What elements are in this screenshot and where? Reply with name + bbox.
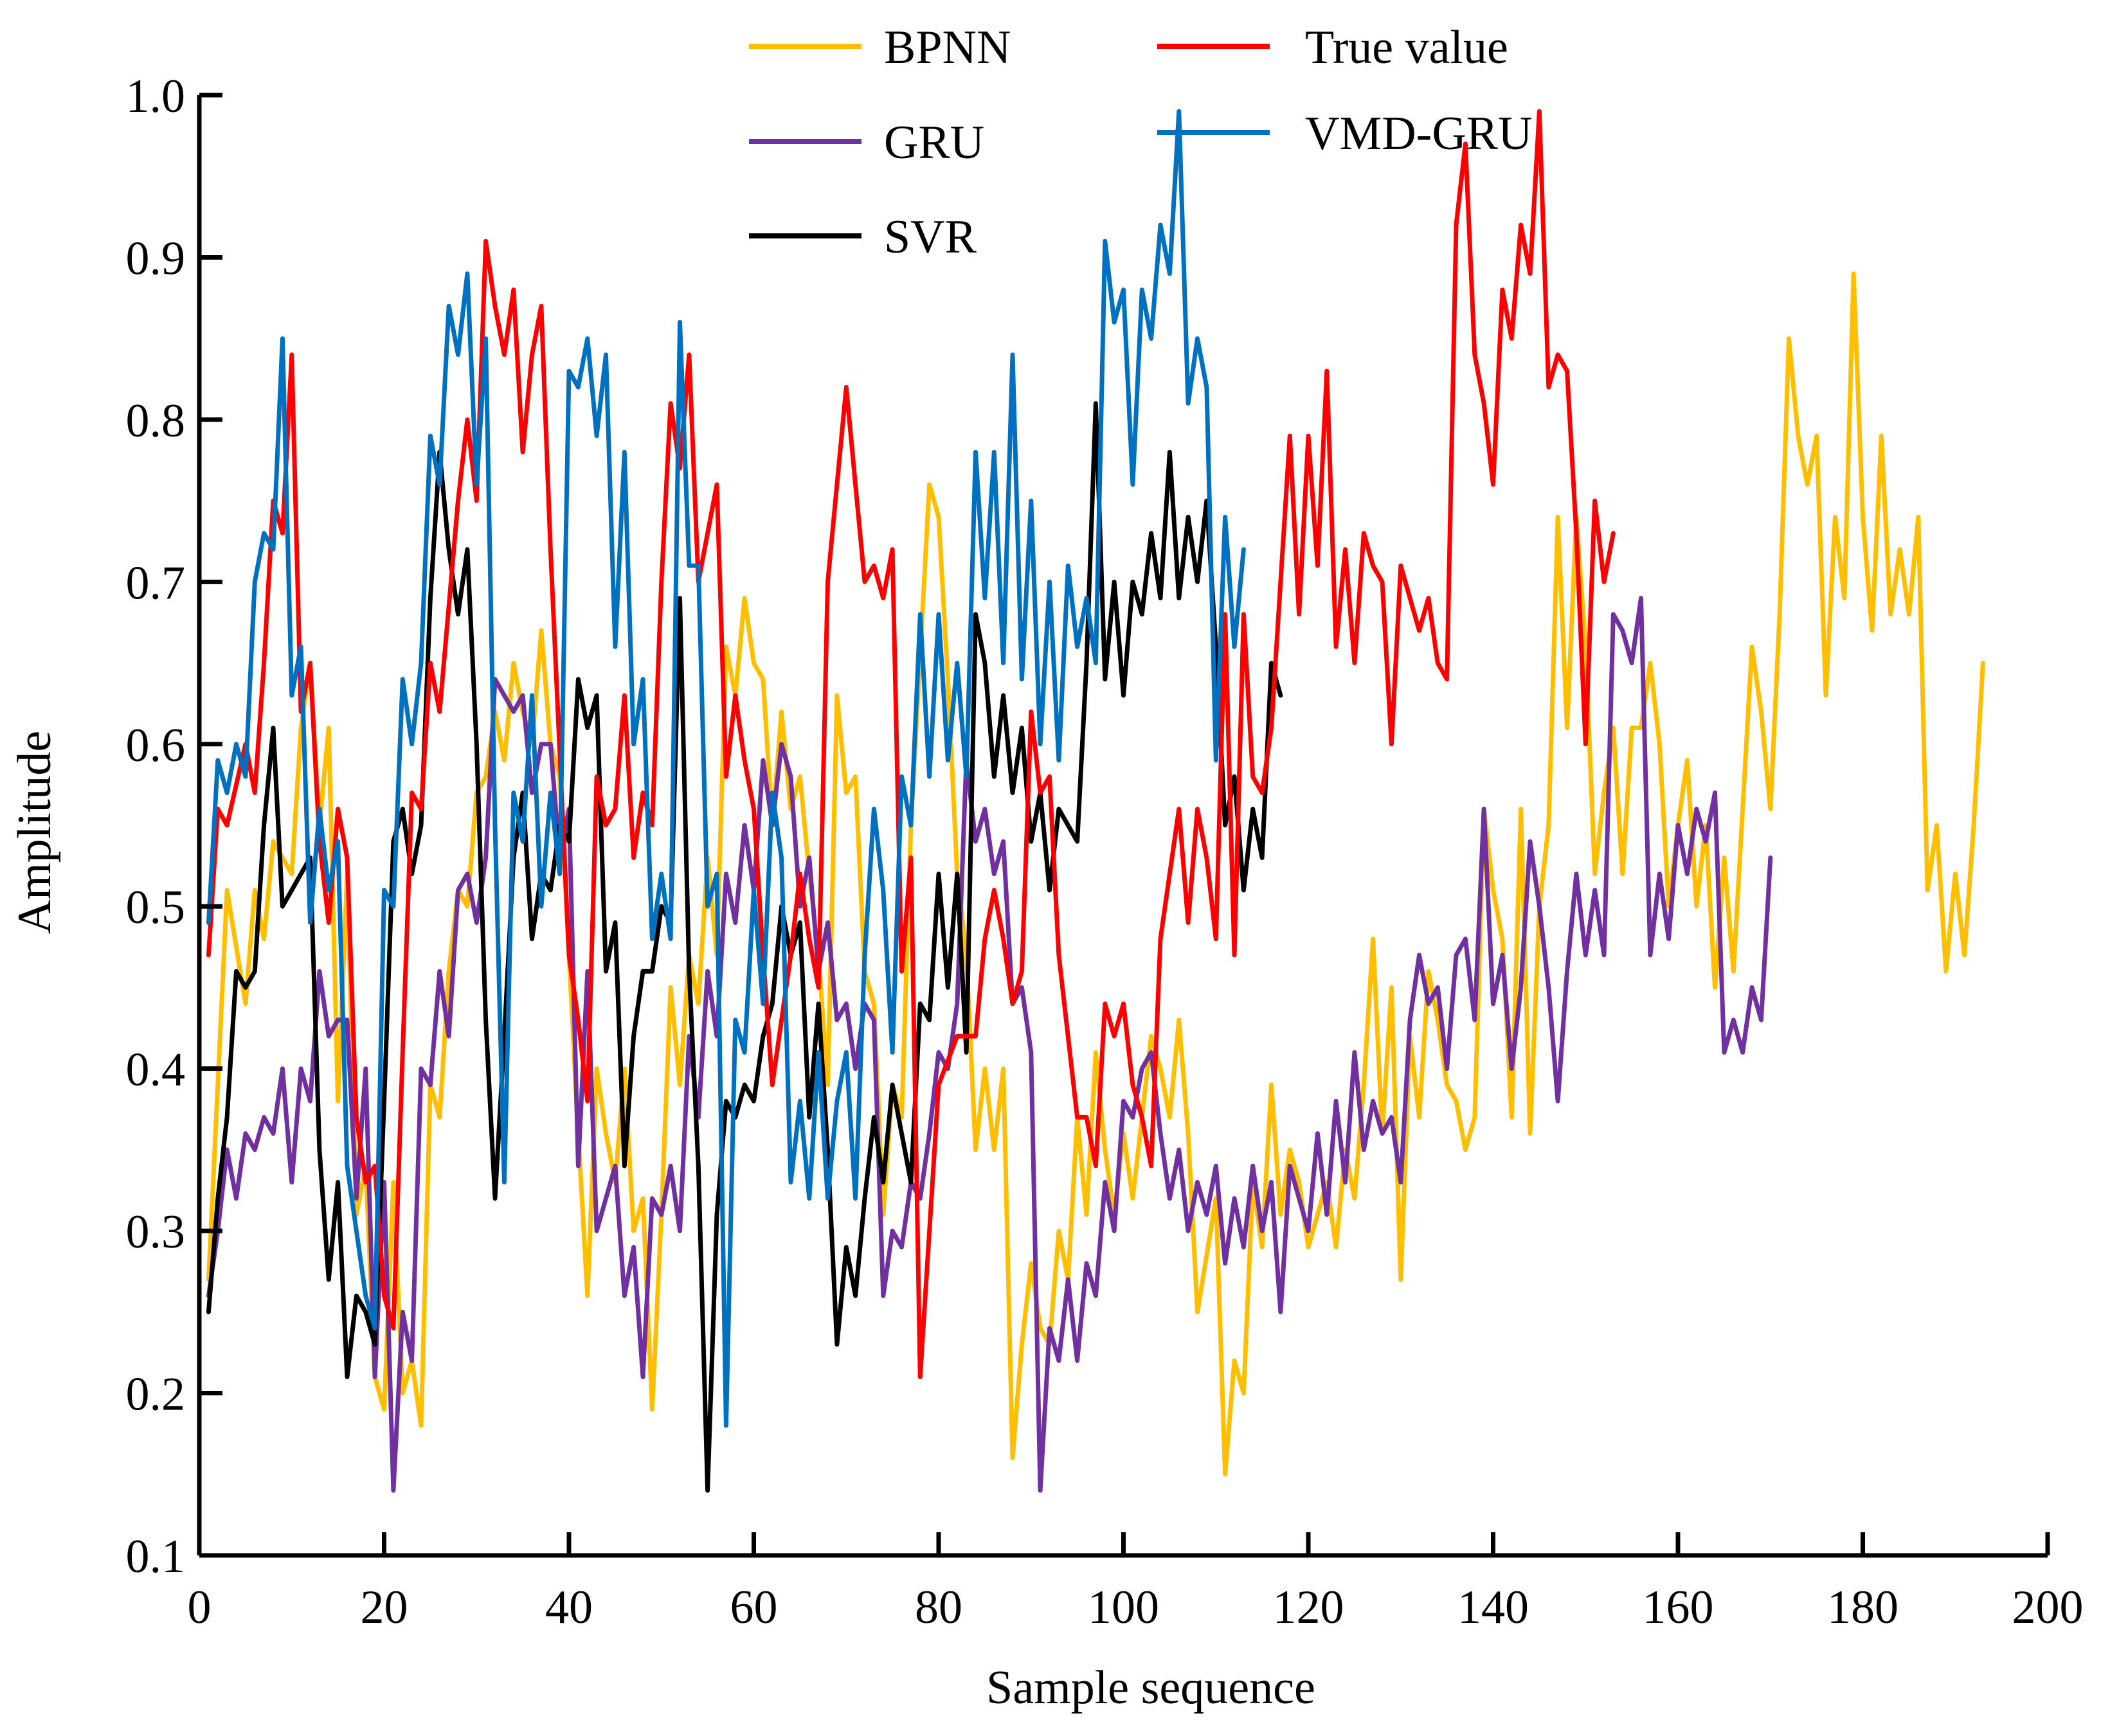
legend-label: VMD-GRU — [1305, 107, 1533, 160]
x-ticks: 0 20 40 60 80 100 120 140 160 180 200 — [188, 1532, 2084, 1634]
x-tick-label: 140 — [1457, 1581, 1529, 1634]
y-tick-label: 0.2 — [126, 1368, 186, 1421]
y-tick-label: 0.4 — [126, 1044, 186, 1096]
x-tick-label: 200 — [2012, 1581, 2084, 1634]
y-tick-label: 0.9 — [126, 232, 186, 285]
legend-label: SVR — [884, 211, 977, 264]
legend-label: True value — [1305, 21, 1508, 74]
axes: 0 20 40 60 80 100 120 140 160 180 200 0.1 0.2 0.3 0.4… — [126, 70, 2084, 1634]
legend-label: GRU — [884, 116, 984, 169]
series-line-vmd-gru — [206, 109, 1246, 1428]
legend-item: VMD-GRU — [1157, 107, 1533, 160]
series-layer — [206, 109, 1985, 1493]
y-tick-label: 0.6 — [126, 719, 186, 772]
y-tick-label: 0.8 — [126, 395, 186, 447]
y-ticks: 0.1 0.2 0.3 0.4 0.5 0.6 0.7 0.8 0.9 1.0 — [126, 70, 222, 1583]
x-tick-label: 160 — [1643, 1581, 1714, 1634]
series-line-gru — [206, 596, 1773, 1493]
legend: BPNN True value GRU VMD-GRU SVR — [749, 21, 1533, 264]
series-line-true-value — [206, 109, 1616, 1379]
y-tick-label: 0.1 — [126, 1530, 186, 1583]
y-axis-title: Amplitude — [8, 731, 61, 935]
x-tick-label: 180 — [1827, 1581, 1898, 1634]
x-tick-label: 80 — [915, 1581, 962, 1634]
x-tick-label: 60 — [730, 1581, 778, 1634]
x-tick-label: 120 — [1273, 1581, 1344, 1634]
legend-item: True value — [1157, 21, 1508, 74]
x-tick-label: 40 — [545, 1581, 593, 1634]
series-line-svr — [206, 401, 1283, 1493]
x-tick-label: 0 — [188, 1581, 212, 1634]
legend-item: GRU — [749, 116, 984, 169]
y-tick-label: 0.7 — [126, 557, 186, 609]
legend-item: BPNN — [749, 21, 1011, 74]
x-axis-title: Sample sequence — [986, 1661, 1315, 1714]
legend-label: BPNN — [884, 21, 1011, 74]
y-tick-label: 0.5 — [126, 881, 186, 934]
legend-item: SVR — [749, 211, 977, 264]
y-tick-label: 1.0 — [126, 70, 186, 123]
x-tick-label: 20 — [361, 1581, 408, 1634]
y-tick-label: 0.3 — [126, 1206, 186, 1258]
x-tick-label: 100 — [1088, 1581, 1159, 1634]
